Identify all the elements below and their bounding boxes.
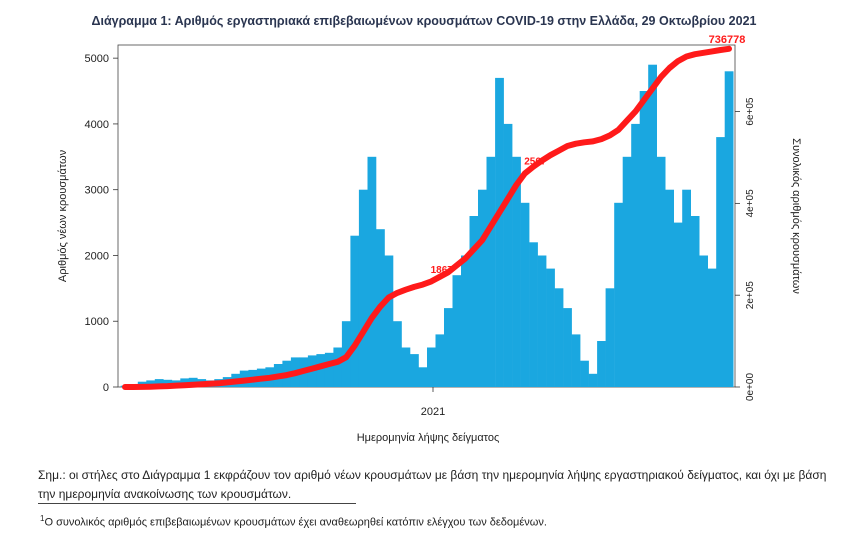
cumulative-line-series — [122, 45, 732, 390]
y-tick-label: 1000 — [85, 316, 109, 328]
footnote-text: Ο συνολικός αριθμός επιβεβαιωμένων κρουσ… — [44, 516, 547, 529]
y-axis-title: Αριθμός νέων κρουσμάτων — [57, 149, 69, 282]
cumulative-annotation: 2567 — [524, 157, 547, 168]
y-tick-label: 0 — [103, 382, 109, 394]
bar — [537, 255, 547, 387]
y2-tick-label: 2e+05 — [745, 281, 756, 310]
x-axis-title: Ημερομηνία λήψης δείγματος — [357, 432, 500, 444]
bar — [444, 308, 453, 387]
bar — [461, 255, 470, 387]
bar — [418, 367, 428, 387]
cumulative-annotation: 1867 — [431, 265, 454, 276]
bar — [503, 123, 513, 388]
y2-tick-label: 6e+05 — [745, 97, 756, 126]
y-tick-label: 4000 — [85, 119, 109, 131]
bar — [350, 235, 360, 387]
bar — [554, 288, 564, 387]
bar — [673, 222, 683, 387]
bar — [631, 123, 640, 388]
bar — [546, 268, 555, 387]
bar — [367, 156, 377, 387]
x-tick-label: 2021 — [421, 406, 445, 418]
footnote-marker: 1 — [40, 514, 45, 523]
y-tick-label: 3000 — [85, 185, 109, 197]
cumulative-line — [122, 45, 732, 390]
bar — [410, 354, 419, 387]
page-title: Διάγραμμα 1: Αριθμός εργαστηριακά επιβεβ… — [91, 14, 757, 28]
y-tick-label: 5000 — [85, 53, 109, 65]
bar — [154, 379, 164, 387]
cumulative-annotation: 736778 — [709, 34, 746, 46]
bar — [707, 268, 717, 387]
bar — [597, 341, 606, 387]
bar — [648, 64, 657, 387]
bar — [665, 189, 674, 387]
footnote: 1Ο συνολικός αριθμός επιβεβαιωμένων κρου… — [40, 514, 547, 529]
footnote-divider — [38, 503, 356, 504]
bar — [520, 202, 530, 387]
bar — [333, 347, 343, 387]
bar — [656, 156, 666, 387]
bar — [495, 77, 504, 388]
bar — [478, 189, 487, 387]
y2-axis-title: Συνολικός αριθμός κρουσμάτων — [790, 138, 802, 294]
chart-note: Σημ.: οι στήλες στο Διάγραμμα 1 εκφράζου… — [38, 468, 827, 501]
bar — [469, 216, 479, 387]
y-tick-label: 2000 — [85, 250, 109, 262]
bar — [690, 216, 700, 387]
axes: 0 1000 2000 3000 4000 5000 0e+00 2e+05 4e+05 6e+0… — [57, 53, 802, 444]
bar — [358, 189, 368, 387]
bar — [716, 137, 725, 387]
bar — [512, 156, 521, 387]
chart: 0 1000 2000 3000 4000 5000 0e+00 2e+05 4e+05 6e+0… — [57, 34, 802, 444]
bar — [427, 347, 436, 387]
bar — [699, 255, 708, 387]
y2-tick-label: 0e+00 — [745, 373, 756, 402]
bar — [605, 288, 615, 387]
bar — [588, 373, 598, 387]
bar — [452, 275, 462, 387]
bar — [622, 156, 632, 387]
bar — [486, 156, 496, 387]
bar — [580, 360, 589, 387]
bar — [384, 255, 394, 387]
bar — [563, 308, 572, 387]
bar — [724, 71, 734, 388]
y2-tick-label: 4e+05 — [745, 189, 756, 218]
annotations: 736778 2567 1867 — [431, 34, 746, 276]
bar — [324, 352, 334, 387]
bar — [529, 242, 538, 387]
bar — [401, 347, 411, 387]
bar — [316, 354, 326, 387]
bar — [682, 189, 691, 387]
bar — [639, 91, 649, 387]
bar — [571, 334, 581, 387]
bar — [393, 321, 402, 387]
bar — [614, 202, 623, 387]
bar — [435, 334, 445, 387]
